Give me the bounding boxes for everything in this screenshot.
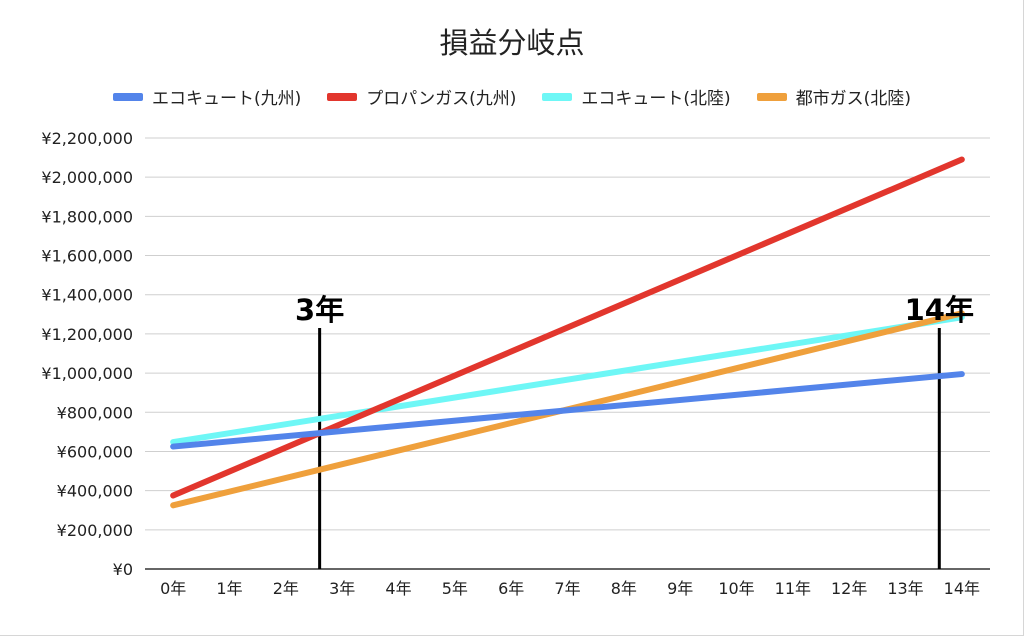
legend-swatch-ecocute-hokuriku [542,92,573,101]
y-tick-label: ¥2,000,000 [41,168,133,187]
x-tick-label: 14年 [944,579,980,598]
x-tick-label: 11年 [775,579,811,598]
legend-label-ecocute-kyushu: エコキュート(九州) [152,89,302,109]
x-tick-label: 13年 [887,579,923,598]
y-tick-label: ¥1,400,000 [41,286,133,305]
y-tick-label: ¥2,200,000 [41,129,133,148]
series-line [170,314,965,446]
x-tick-label: 12年 [831,579,867,598]
y-tick-label: ¥1,000,000 [41,364,133,383]
legend-label-citygas-hokuriku: 都市ガス(北陸) [795,89,911,109]
legend-item-propane-kyushu[interactable]: プロパンガス(九州) [327,84,516,109]
chart-title: 損益分岐点 [439,26,585,60]
y-tick-label: ¥0 [113,560,133,579]
x-tick-label: 1年 [216,579,242,598]
legend-item-citygas-hokuriku[interactable]: 都市ガス(北陸) [756,84,911,109]
legend-item-ecocute-kyushu[interactable]: エコキュート(九州) [113,84,301,109]
x-tick-label: 5年 [442,579,468,598]
legend-label-ecocute-hokuriku: エコキュート(北陸) [581,89,731,109]
annotation-label: 3年 [295,293,344,327]
y-tick-label: ¥1,600,000 [41,247,133,266]
x-tick-label: 4年 [385,579,411,598]
legend-label-propane-kyushu: プロパンガス(九州) [366,89,517,109]
legend-swatch-citygas-hokuriku [756,92,787,101]
y-tick-label: ¥1,200,000 [41,325,133,344]
y-tick-label: ¥200,000 [57,521,133,540]
y-tick-label: ¥400,000 [57,482,133,501]
x-tick-label: 7年 [554,579,580,598]
x-tick-label: 0年 [160,579,186,598]
legend-item-ecocute-hokuriku[interactable]: エコキュート(北陸) [542,84,731,109]
legend-swatch-propane-kyushu [327,92,358,101]
x-tick-label: 8年 [611,579,637,598]
series-line [170,156,965,499]
x-tick-label: 3年 [329,579,355,598]
x-tick-label: 9年 [667,579,693,598]
annotation-label: 14年 [905,293,974,327]
y-tick-label: ¥600,000 [57,442,133,461]
y-tick-label: ¥800,000 [57,403,133,422]
y-tick-label: ¥1,800,000 [41,207,133,226]
chart-legend: エコキュート(九州) プロパンガス(九州) エコキュート(北陸) 都市ガス(北陸… [0,84,1024,109]
x-tick-label: 6年 [498,579,524,598]
x-tick-label: 10年 [718,579,754,598]
legend-swatch-ecocute-kyushu [113,92,144,101]
series-line [170,371,965,450]
x-tick-label: 2年 [273,579,299,598]
